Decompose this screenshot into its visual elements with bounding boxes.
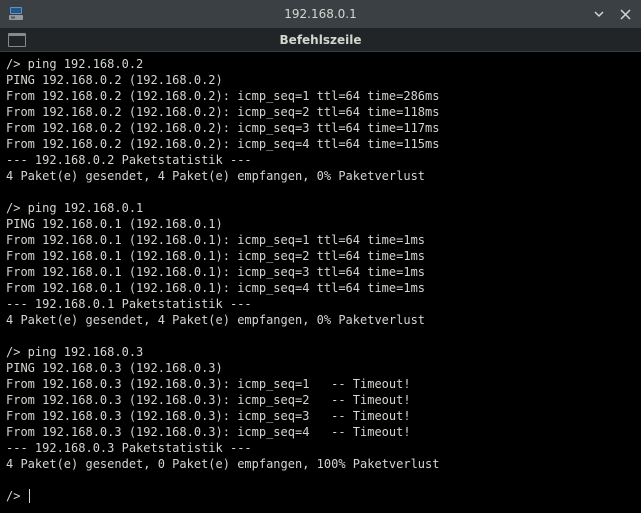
terminal-line (6, 184, 635, 200)
terminal-line: From 192.168.0.1 (192.168.0.1): icmp_seq… (6, 248, 635, 264)
minimize-button[interactable] (591, 6, 607, 22)
terminal-line: From 192.168.0.3 (192.168.0.3): icmp_seq… (6, 392, 635, 408)
terminal-line: From 192.168.0.3 (192.168.0.3): icmp_seq… (6, 376, 635, 392)
window-controls (591, 6, 633, 22)
terminal-line (6, 328, 635, 344)
terminal-line: From 192.168.0.1 (192.168.0.1): icmp_seq… (6, 232, 635, 248)
terminal-icon[interactable] (8, 33, 26, 47)
terminal-line: From 192.168.0.1 (192.168.0.1): icmp_seq… (6, 280, 635, 296)
close-button[interactable] (617, 6, 633, 22)
cursor (29, 489, 30, 503)
terminal-line (6, 472, 635, 488)
terminal-line: 4 Paket(e) gesendet, 0 Paket(e) empfange… (6, 456, 635, 472)
terminal-line: From 192.168.0.1 (192.168.0.1): icmp_seq… (6, 264, 635, 280)
terminal-line: PING 192.168.0.2 (192.168.0.2) (6, 72, 635, 88)
window-titlebar: 192.168.0.1 (0, 0, 641, 28)
menubar-title: Befehlszeile (0, 33, 641, 47)
terminal-line: PING 192.168.0.1 (192.168.0.1) (6, 216, 635, 232)
terminal-line: --- 192.168.0.3 Paketstatistik --- (6, 440, 635, 456)
terminal-line: From 192.168.0.2 (192.168.0.2): icmp_seq… (6, 88, 635, 104)
terminal-line: --- 192.168.0.1 Paketstatistik --- (6, 296, 635, 312)
terminal-prompt-line[interactable]: /> (6, 488, 635, 504)
terminal-line: From 192.168.0.2 (192.168.0.2): icmp_seq… (6, 120, 635, 136)
terminal-line: From 192.168.0.2 (192.168.0.2): icmp_seq… (6, 104, 635, 120)
terminal-line: From 192.168.0.3 (192.168.0.3): icmp_seq… (6, 424, 635, 440)
terminal-line: 4 Paket(e) gesendet, 4 Paket(e) empfange… (6, 168, 635, 184)
app-icon (8, 6, 24, 22)
terminal-line: /> ping 192.168.0.2 (6, 56, 635, 72)
terminal-line: PING 192.168.0.3 (192.168.0.3) (6, 360, 635, 376)
terminal-line: /> ping 192.168.0.3 (6, 344, 635, 360)
terminal-line: 4 Paket(e) gesendet, 4 Paket(e) empfange… (6, 312, 635, 328)
window-title: 192.168.0.1 (0, 7, 641, 21)
terminal-line: --- 192.168.0.2 Paketstatistik --- (6, 152, 635, 168)
terminal-output[interactable]: /> ping 192.168.0.2PING 192.168.0.2 (192… (0, 52, 641, 513)
terminal-line: From 192.168.0.3 (192.168.0.3): icmp_seq… (6, 408, 635, 424)
terminal-line: From 192.168.0.2 (192.168.0.2): icmp_seq… (6, 136, 635, 152)
terminal-line: /> ping 192.168.0.1 (6, 200, 635, 216)
menubar: Befehlszeile (0, 28, 641, 52)
